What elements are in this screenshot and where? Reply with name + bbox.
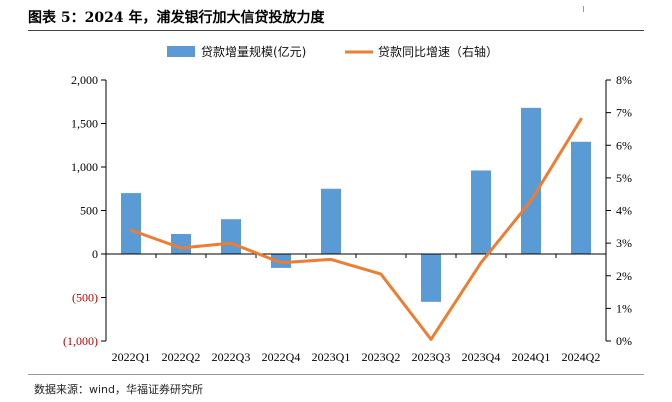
right-axis-tick-label: 7% (616, 106, 632, 120)
right-axis: 8% 7% 6% 5% 4% 3% 2% 1% 0% (605, 73, 632, 348)
zero-line (105, 253, 607, 258)
chart-title: 图表 5：2024 年，浦发银行加大信贷投放力度 (28, 10, 325, 26)
bar (271, 254, 291, 268)
category-label: 2022Q2 (162, 350, 201, 364)
right-axis-tick-label: 5% (616, 171, 632, 185)
left-axis: 2,000 1,500 1,000 500 0 (500) (1,000) (63, 73, 107, 348)
left-axis-tick-label: (500) (72, 291, 98, 305)
title-bar-tick (583, 6, 584, 12)
right-axis-tick-label: 1% (616, 301, 632, 315)
category-label: 2023Q2 (362, 350, 401, 364)
left-axis-tick-label: 2,000 (71, 73, 98, 87)
left-axis-tick-label: 500 (80, 204, 98, 218)
category-label: 2024Q2 (562, 350, 601, 364)
source-note: 数据来源：wind，华福证券研究所 (34, 383, 204, 396)
category-label: 2022Q3 (212, 350, 251, 364)
bar-series (121, 107, 591, 302)
title-bar: 图表 5：2024 年，浦发银行加大信贷投放力度 (28, 6, 644, 31)
left-axis-tick-label: (1,000) (63, 334, 98, 348)
category-label: 2023Q3 (412, 350, 451, 364)
category-label: 2024Q1 (512, 350, 551, 364)
bottom-rule (28, 374, 644, 375)
category-label: 2022Q4 (262, 350, 301, 364)
bar (121, 193, 141, 254)
legend-label-line: 贷款同比增速（右轴） (378, 44, 498, 59)
left-axis-tick-label: 0 (92, 247, 98, 261)
category-label: 2023Q4 (462, 350, 501, 364)
right-axis-tick-label: 6% (616, 138, 632, 152)
category-label: 2023Q1 (312, 350, 351, 364)
right-axis-tick-label: 0% (616, 334, 632, 348)
left-axis-tick-label: 1,000 (71, 160, 98, 174)
bar (321, 188, 341, 254)
legend-label-bar: 贷款增量规模(亿元) (201, 44, 306, 59)
line-series (129, 117, 583, 341)
right-axis-tick-label: 2% (616, 269, 632, 283)
legend: 贷款增量规模(亿元) 贷款同比增速（右轴） (167, 44, 498, 59)
bar (471, 170, 491, 254)
right-axis-tick-label: 8% (616, 73, 632, 87)
legend-swatch-bar (167, 46, 195, 57)
growth-line (129, 117, 583, 341)
right-axis-tick-label: 4% (616, 204, 632, 218)
bar (571, 141, 591, 254)
bar (421, 254, 441, 302)
right-axis-tick-label: 3% (616, 236, 632, 250)
bar (221, 219, 241, 254)
category-label: 2022Q1 (112, 350, 151, 364)
left-axis-tick-label: 1,500 (71, 117, 98, 131)
bar (521, 107, 541, 254)
category-labels: 2022Q1 2022Q2 2022Q3 2022Q4 2023Q1 2023Q2 2023… (112, 350, 601, 364)
